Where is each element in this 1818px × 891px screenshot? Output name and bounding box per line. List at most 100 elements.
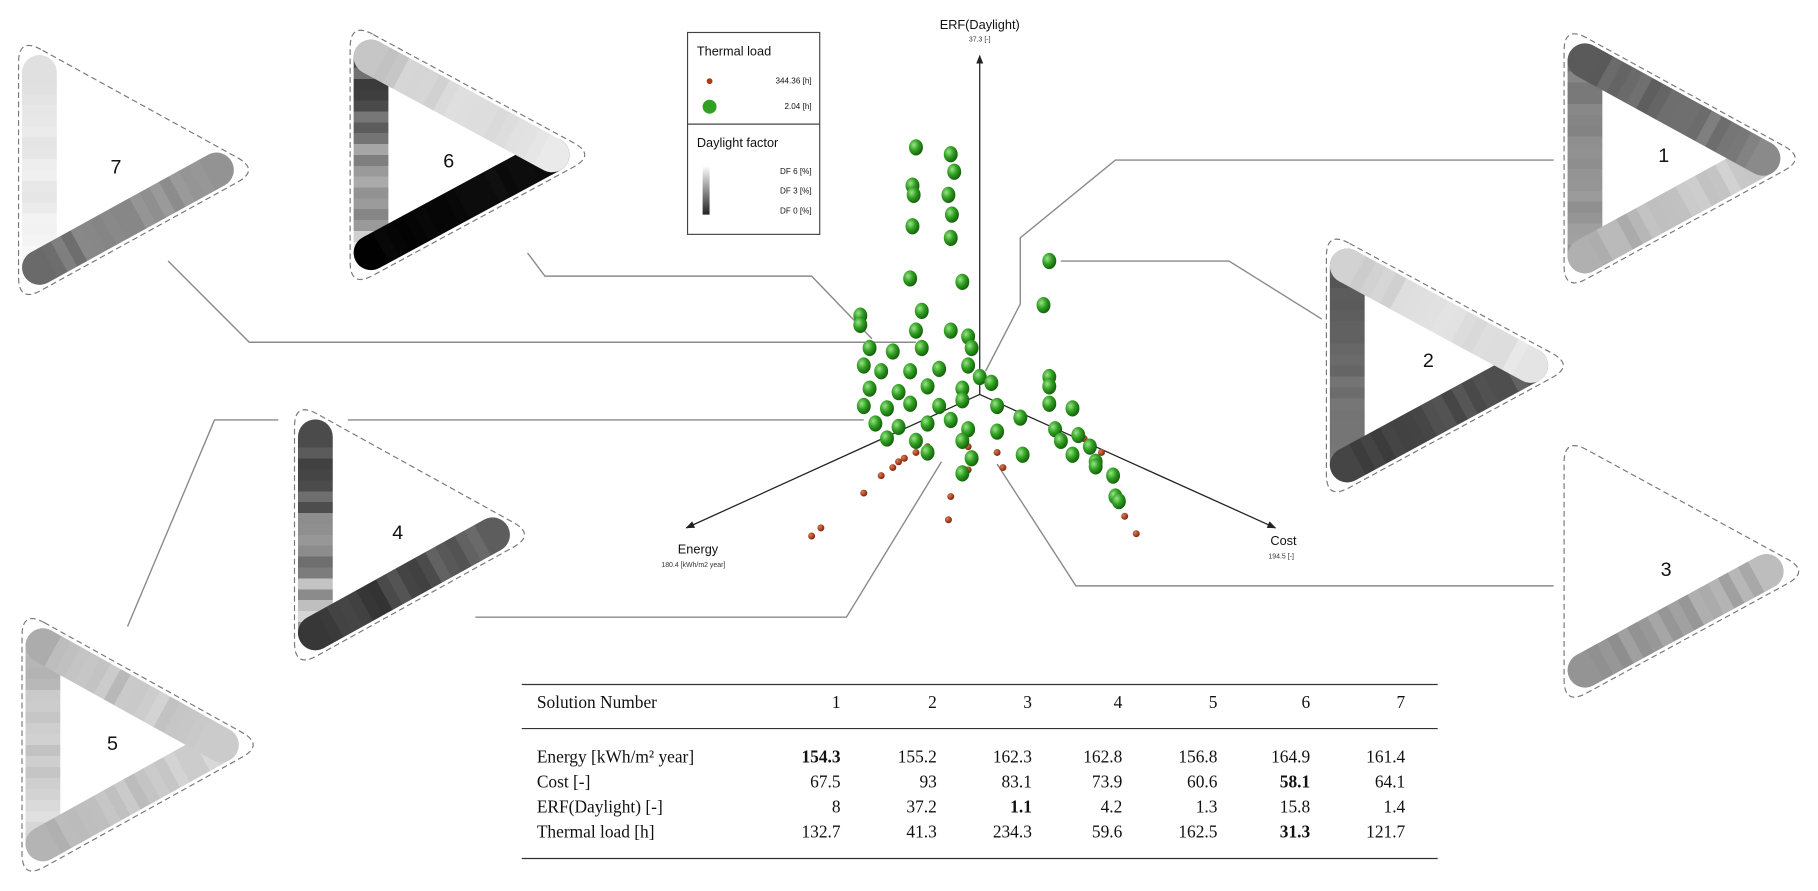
point xyxy=(903,270,917,286)
point xyxy=(965,450,979,466)
point xyxy=(880,400,894,416)
point xyxy=(1071,427,1085,443)
table-cell: 164.9 xyxy=(1271,748,1310,767)
point xyxy=(965,340,979,356)
table-header: 2 xyxy=(928,693,937,712)
point xyxy=(921,444,935,460)
df-scale xyxy=(703,166,710,215)
point xyxy=(990,398,1004,414)
point xyxy=(912,449,919,456)
point xyxy=(955,433,969,449)
point xyxy=(1013,410,1027,426)
table-cell: 1.4 xyxy=(1384,798,1406,817)
connector xyxy=(997,464,1554,586)
figure: 1234567 ERF(Daylight) 37.3 [-] Energy 18… xyxy=(0,0,1818,891)
point xyxy=(906,218,920,234)
table-cell: 58.1 xyxy=(1280,773,1310,792)
point xyxy=(880,430,894,446)
table-cell: 155.2 xyxy=(898,748,937,767)
table-header: 5 xyxy=(1209,693,1218,712)
point xyxy=(944,230,958,246)
table-header: 4 xyxy=(1114,693,1123,712)
point xyxy=(903,396,917,412)
point xyxy=(921,415,935,431)
point xyxy=(886,343,900,359)
table-cell: 154.3 xyxy=(802,748,841,767)
table-cell: 60.6 xyxy=(1187,773,1218,792)
legend-label: 344.36 [h] xyxy=(776,76,812,85)
table-cell: 162.3 xyxy=(993,748,1032,767)
point xyxy=(892,419,906,435)
table-cell: 8 xyxy=(832,798,841,817)
table-cell: 31.3 xyxy=(1280,823,1311,842)
point xyxy=(895,458,902,465)
point xyxy=(874,363,888,379)
point xyxy=(1083,439,1097,455)
point xyxy=(901,455,908,462)
table-cell: 59.6 xyxy=(1092,823,1123,842)
legend-title: Thermal load xyxy=(697,44,771,59)
table-header: 3 xyxy=(1023,693,1032,712)
connector xyxy=(475,462,941,617)
table-cell: 162.5 xyxy=(1178,823,1217,842)
connector xyxy=(1061,261,1322,319)
glyph-label: 6 xyxy=(443,151,454,173)
point xyxy=(909,139,923,155)
point xyxy=(955,392,969,408)
table-cell: 121.7 xyxy=(1366,823,1405,842)
point xyxy=(999,464,1006,471)
point xyxy=(1089,458,1103,474)
legend: Thermal load Daylight factor 344.36 [h]2… xyxy=(688,32,820,234)
point xyxy=(955,465,969,481)
point xyxy=(921,378,935,394)
point xyxy=(909,323,923,339)
table-cell: 132.7 xyxy=(802,823,841,842)
point xyxy=(941,187,955,203)
point xyxy=(947,493,954,500)
point xyxy=(944,323,958,339)
point xyxy=(878,472,885,479)
point xyxy=(857,398,871,414)
glyph-label: 4 xyxy=(392,522,403,544)
point xyxy=(984,375,998,391)
axis-max: 194.5 [-] xyxy=(1268,554,1294,561)
point xyxy=(944,412,958,428)
table-header: 6 xyxy=(1301,693,1310,712)
point xyxy=(1042,378,1056,394)
point xyxy=(1042,253,1056,269)
point xyxy=(994,449,1001,456)
row-label: Energy [kWh/m² year] xyxy=(537,748,694,767)
point xyxy=(932,398,946,414)
point xyxy=(1106,468,1120,484)
point xyxy=(1112,493,1126,509)
connector xyxy=(528,253,872,339)
table-cell: 1.1 xyxy=(1010,798,1032,817)
glyph-label: 2 xyxy=(1423,350,1434,372)
table-cell: 1.3 xyxy=(1196,798,1218,817)
legend-label: DF 3 [%] xyxy=(780,187,812,196)
table-cell: 234.3 xyxy=(993,823,1032,842)
row-label: ERF(Daylight) [-] xyxy=(537,798,663,817)
axis-max: 37.3 [-] xyxy=(969,36,991,43)
legend-label: DF 0 [%] xyxy=(780,206,812,215)
point xyxy=(932,361,946,377)
legend-marker xyxy=(703,100,717,114)
point xyxy=(915,340,929,356)
glyph-label: 3 xyxy=(1661,559,1672,581)
point xyxy=(944,146,958,162)
point xyxy=(990,423,1004,439)
point xyxy=(1037,297,1051,313)
axis-max: 180.4 [kWh/m2 year] xyxy=(661,562,725,569)
connector xyxy=(128,420,279,627)
point xyxy=(955,274,969,290)
axis-label: Energy xyxy=(678,541,719,556)
point xyxy=(808,533,815,540)
table-cell: 37.2 xyxy=(906,798,936,817)
scatter-cloud xyxy=(808,139,1140,539)
table-cell: 162.8 xyxy=(1083,748,1122,767)
point xyxy=(1121,513,1128,520)
point xyxy=(1042,396,1056,412)
point xyxy=(903,363,917,379)
point xyxy=(945,516,952,523)
point xyxy=(947,164,961,180)
